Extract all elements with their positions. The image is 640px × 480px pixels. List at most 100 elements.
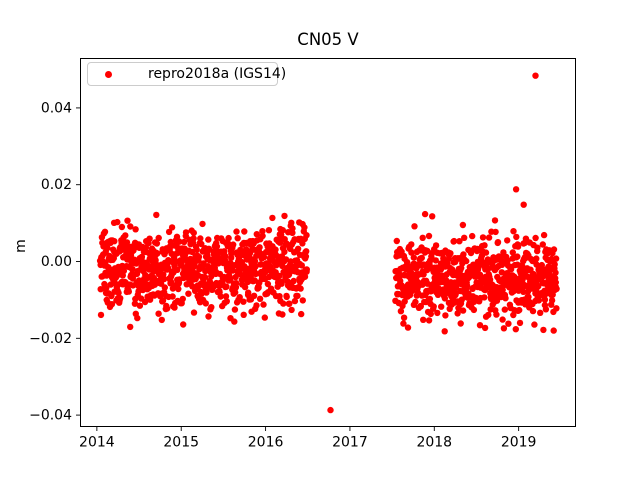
data-point: [500, 325, 508, 332]
data-point: [421, 210, 429, 218]
data-point: [152, 257, 159, 264]
data-point: [482, 249, 490, 256]
data-point: [286, 300, 293, 307]
data-point: [393, 237, 400, 245]
data-point: [470, 306, 478, 314]
data-point: [481, 324, 489, 332]
data-point: [407, 268, 414, 275]
data-point: [459, 307, 467, 314]
data-point: [429, 213, 436, 220]
data-point: [427, 310, 434, 318]
data-point: [232, 289, 239, 296]
data-point: [193, 246, 200, 253]
y-tick-label: 0.04: [41, 100, 72, 116]
data-point: [146, 235, 153, 242]
data-point: [118, 223, 126, 231]
data-point: [469, 232, 476, 240]
x-tick-label: 2016: [248, 435, 284, 451]
data-point: [299, 297, 306, 304]
data-point: [302, 253, 310, 260]
data-point: [141, 298, 149, 306]
data-point: [548, 297, 556, 304]
data-point: [229, 267, 237, 274]
data-point: [138, 253, 146, 260]
data-point: [103, 272, 110, 279]
data-point: [514, 243, 522, 250]
x-tick-label: 2014: [79, 435, 115, 451]
data-point: [180, 238, 188, 246]
data-point: [450, 237, 458, 245]
data-point: [131, 300, 139, 307]
data-point: [301, 273, 309, 280]
data-point: [459, 221, 467, 229]
data-point: [136, 302, 144, 309]
data-point: [504, 237, 511, 244]
data-point: [551, 261, 558, 268]
data-point: [516, 319, 524, 327]
data-point: [278, 280, 285, 287]
data-point: [420, 316, 427, 323]
data-point: [519, 262, 526, 270]
data-point: [504, 257, 511, 264]
data-point: [168, 224, 176, 231]
x-tick-label: 2015: [163, 435, 199, 451]
data-point: [154, 250, 161, 257]
data-point: [501, 306, 508, 313]
y-tick-label: −0.04: [29, 408, 72, 424]
data-point: [535, 297, 543, 304]
data-point: [425, 232, 433, 240]
data-point: [285, 271, 293, 278]
data-point: [259, 228, 266, 235]
data-point: [476, 322, 484, 329]
data-point: [454, 310, 461, 317]
data-point: [457, 320, 464, 327]
data-point: [516, 306, 523, 314]
data-point: [289, 225, 296, 232]
data-point: [553, 285, 560, 292]
data-point: [283, 293, 290, 301]
data-point: [161, 284, 168, 291]
data-point: [276, 272, 283, 280]
data-point: [552, 269, 559, 276]
data-point: [538, 261, 545, 269]
data-point: [153, 240, 161, 247]
data-point: [197, 235, 204, 242]
data-point: [252, 270, 260, 277]
data-point: [552, 279, 559, 286]
data-point: [280, 300, 287, 307]
data-point: [120, 267, 128, 275]
data-point: [234, 235, 241, 242]
data-point: [201, 273, 209, 281]
data-point: [432, 242, 440, 249]
data-point: [265, 227, 273, 234]
data-point: [294, 245, 302, 252]
data-point: [493, 297, 501, 304]
data-point: [481, 294, 488, 301]
data-point: [499, 316, 506, 323]
data-point: [461, 234, 468, 241]
data-point: [203, 289, 210, 296]
data-point: [259, 232, 266, 240]
data-point: [441, 295, 449, 302]
data-point: [251, 258, 259, 265]
data-point: [179, 295, 186, 303]
data-point: [540, 231, 548, 239]
data-point: [253, 302, 260, 309]
data-point: [103, 284, 110, 292]
data-point: [168, 279, 175, 286]
data-point: [260, 301, 267, 308]
data-point: [553, 305, 560, 312]
data-point: [531, 321, 538, 328]
data-point: [124, 217, 131, 224]
data-point: [509, 249, 516, 256]
data-point: [281, 212, 288, 220]
data-point: [412, 298, 419, 306]
data-point: [111, 238, 118, 245]
data-point: [190, 235, 197, 242]
data-point: [101, 228, 109, 235]
data-point: [540, 326, 547, 334]
data-point: [164, 305, 171, 312]
data-point: [225, 234, 232, 242]
data-point: [430, 303, 437, 310]
